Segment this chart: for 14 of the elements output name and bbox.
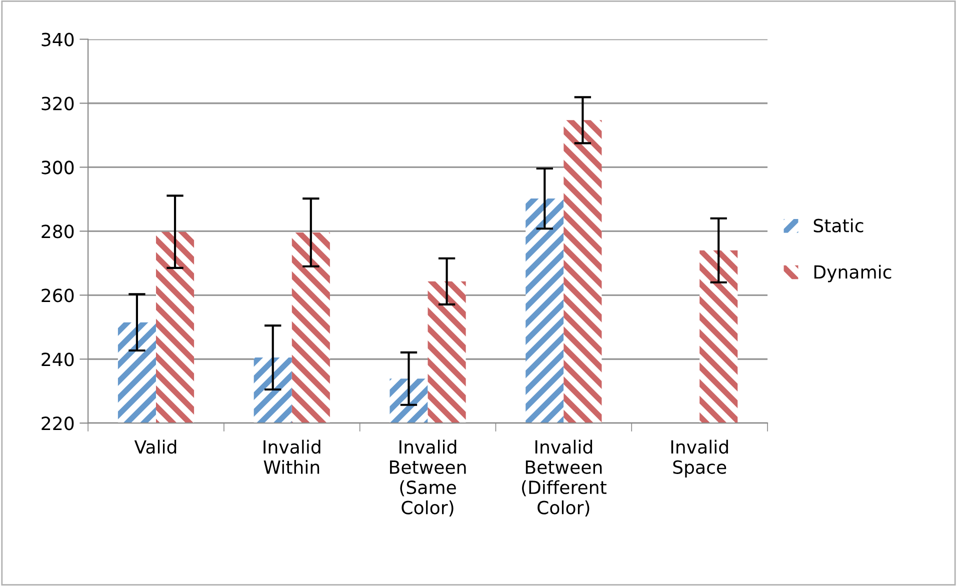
- legend-label: Static: [814, 218, 864, 232]
- legend-label: Dynamic: [814, 264, 892, 282]
- x-tick-label: Valid: [134, 440, 176, 454]
- y-tick-label: 260: [42, 288, 74, 302]
- y-tick-label: 220: [42, 416, 74, 430]
- y-tick-label: 240: [42, 352, 74, 366]
- y-tick-label: 280: [42, 224, 74, 238]
- y-tick-label: 320: [42, 96, 74, 110]
- x-tick-label: Invalid Space: [671, 440, 728, 478]
- y-tick-label: 340: [42, 32, 74, 46]
- x-tick-label: Invalid Between (Same Color): [390, 440, 466, 517]
- x-tick-label: Invalid Between (Different Color): [522, 440, 606, 517]
- y-tick-label: 300: [42, 160, 74, 174]
- x-tick-label: Invalid Within: [264, 440, 320, 474]
